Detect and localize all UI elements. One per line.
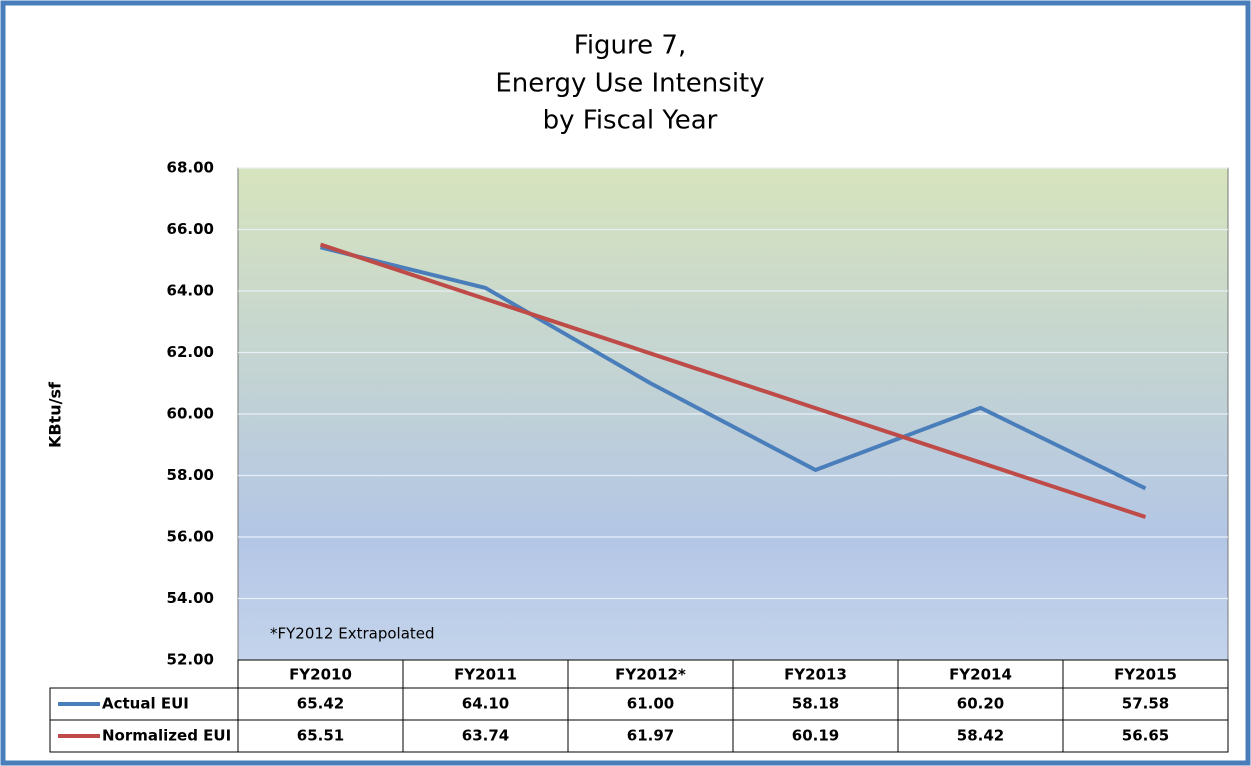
x-tick-label: FY2013 xyxy=(784,666,847,684)
y-tick-label: 54.00 xyxy=(167,589,214,607)
y-tick-label: 68.00 xyxy=(167,159,214,177)
table-value: 58.18 xyxy=(792,695,839,713)
table-value: 64.10 xyxy=(462,695,509,713)
y-axis-label: KBtu/sf xyxy=(46,381,65,448)
table-value: 60.19 xyxy=(792,727,839,745)
y-tick-label: 56.00 xyxy=(167,528,214,546)
x-tick-label: FY2010 xyxy=(289,666,352,684)
y-tick-label: 58.00 xyxy=(167,466,214,484)
x-tick-label: FY2015 xyxy=(1114,666,1177,684)
y-tick-label: 66.00 xyxy=(167,220,214,238)
y-tick-label: 64.00 xyxy=(167,282,214,300)
chart-title: by Fiscal Year xyxy=(543,106,718,136)
y-tick-label: 52.00 xyxy=(167,651,214,669)
table-value: 61.00 xyxy=(627,695,674,713)
table-value: 57.58 xyxy=(1122,695,1169,713)
legend-label: Actual EUI xyxy=(102,695,189,713)
y-tick-label: 60.00 xyxy=(167,405,214,423)
x-tick-label: FY2014 xyxy=(949,666,1012,684)
chart-title: Energy Use Intensity xyxy=(495,69,764,99)
table-value: 56.65 xyxy=(1122,727,1169,745)
series-line xyxy=(320,245,1147,491)
table-value: 58.42 xyxy=(957,727,1004,745)
legend-label: Normalized EUI xyxy=(102,727,231,745)
y-tick-label: 62.00 xyxy=(167,343,214,361)
table-value: 61.97 xyxy=(627,727,674,745)
table-value: 65.51 xyxy=(297,727,344,745)
x-tick-label: FY2012* xyxy=(615,666,686,684)
series-line xyxy=(319,242,1147,519)
annotation: *FY2012 Extrapolated xyxy=(270,625,435,643)
table-value: 60.20 xyxy=(957,695,1004,713)
chart-title: Figure 7, xyxy=(574,31,686,61)
x-tick-label: FY2011 xyxy=(454,666,517,684)
table-value: 63.74 xyxy=(462,727,509,745)
table-value: 65.42 xyxy=(297,695,344,713)
